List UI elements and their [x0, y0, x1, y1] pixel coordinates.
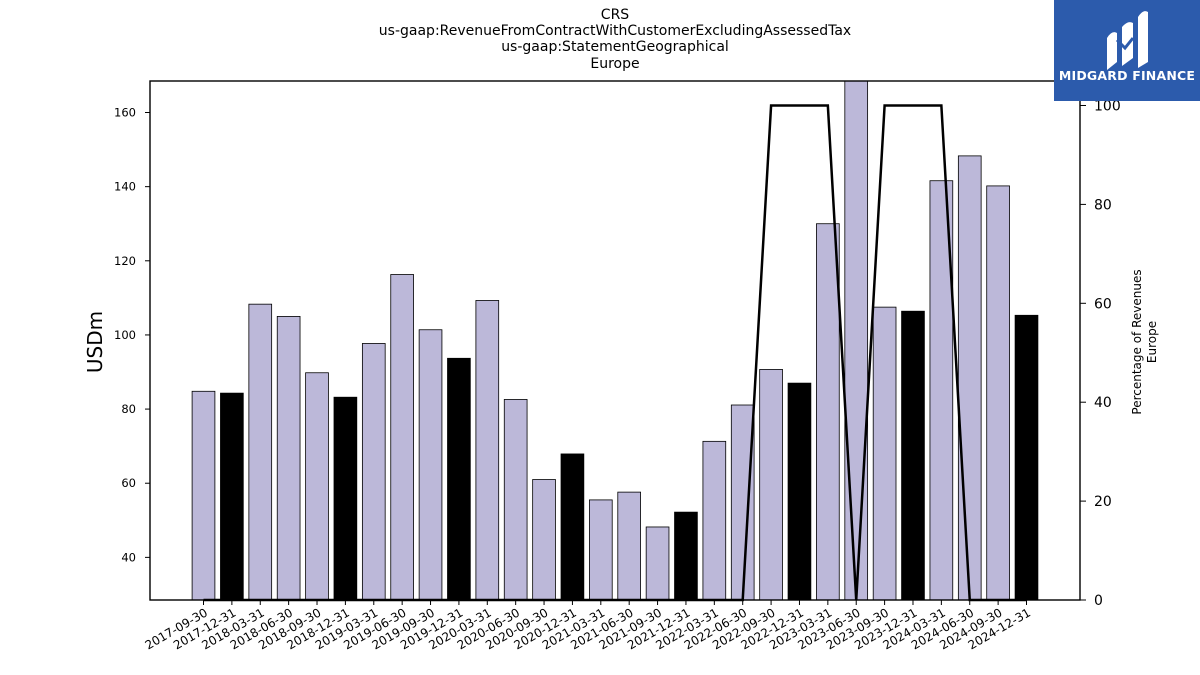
bar-2024-06-30 [957, 155, 982, 601]
bar-2023-03-31 [816, 223, 840, 601]
y-axis-label: USDm [83, 311, 107, 373]
y2-tick-label-40: 40 [1094, 395, 1112, 411]
y-tick-label-160: 160 [114, 106, 136, 120]
y2-tick-label-100: 100 [1094, 99, 1121, 115]
brand-logo: MIDGARD FINANCE [1054, 0, 1200, 101]
bar-2021-06-30 [617, 491, 641, 601]
bar-2020-12-31 [560, 453, 585, 601]
bar-2022-12-31 [787, 382, 812, 601]
y2-tick-label-0: 0 [1094, 593, 1103, 609]
logo-text: MIDGARD FINANCE [1058, 68, 1196, 83]
y-tick-label-140: 140 [114, 180, 136, 194]
bar-2021-03-31 [589, 499, 613, 601]
bar-2018-09-30 [305, 372, 329, 601]
bar-2023-06-30 [844, 80, 869, 601]
bar-2018-06-30 [276, 316, 301, 601]
bar-2023-09-30 [872, 306, 897, 601]
plot-frame [149, 80, 1081, 601]
chart-title-line-3: us-gaap:StatementGeographical [501, 39, 729, 55]
chart-title-line-2: us-gaap:RevenueFromContractWithCustomerE… [378, 23, 852, 39]
bar-2017-09-30 [191, 390, 216, 601]
y2-axis-label-line-1: Percentage of Revenues [1130, 269, 1144, 414]
y2-axis-label-line-2: Europe [1145, 321, 1159, 363]
y-tick-label-60: 60 [121, 476, 136, 490]
bar-2022-06-30 [730, 404, 755, 601]
y2-tick-label-60: 60 [1094, 296, 1112, 312]
bar-2019-03-31 [361, 343, 386, 601]
bar-2020-06-30 [503, 399, 528, 601]
bar-2019-06-30 [390, 274, 414, 601]
bar-2018-12-31 [333, 396, 358, 601]
y-tick-label-80: 80 [121, 402, 136, 416]
bar-2018-03-31 [248, 303, 273, 601]
bar-2020-03-31 [475, 300, 500, 601]
y-tick-label-120: 120 [114, 254, 136, 268]
y-tick-label-40: 40 [121, 550, 136, 564]
y2-tick-label-20: 20 [1094, 494, 1112, 510]
chart-title-line-4: Europe [590, 56, 640, 72]
bar-2021-09-30 [645, 526, 670, 601]
bar-2021-12-31 [674, 511, 698, 601]
bar-2019-09-30 [418, 329, 443, 601]
bar-2023-12-31 [901, 310, 925, 601]
chart-title-line-1: CRS [600, 7, 630, 23]
bar-2024-12-31 [1014, 314, 1039, 601]
bar-2019-12-31 [447, 357, 471, 601]
bar-2020-09-30 [532, 479, 556, 601]
logo-mark-icon [1107, 11, 1148, 70]
y2-tick-label-80: 80 [1094, 197, 1112, 213]
bar-2024-09-30 [986, 185, 1010, 601]
bar-2022-03-31 [702, 440, 727, 601]
y-tick-label-100: 100 [114, 328, 136, 342]
bar-2017-12-31 [220, 392, 244, 601]
bar-2022-09-30 [759, 369, 783, 601]
